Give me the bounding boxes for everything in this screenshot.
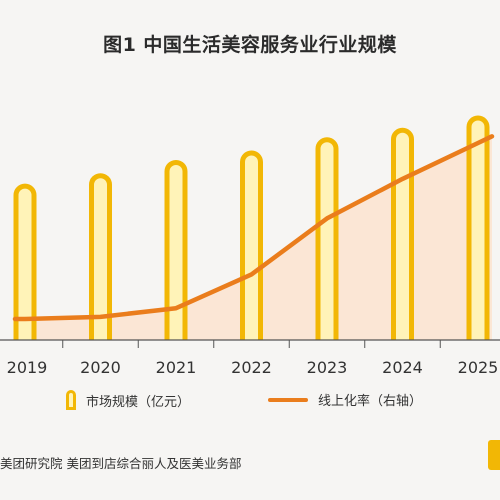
online-rate-area (15, 136, 492, 340)
bar-market-size-2025 (466, 115, 490, 340)
legend-item-market-size: 市场规模（亿元） (66, 390, 190, 410)
x-tick-label-2023: 2023 (307, 358, 348, 377)
legend-label-online-rate: 线上化率（右轴） (318, 394, 423, 409)
bar-market-size-2020 (89, 173, 112, 340)
bar-market-size-2021 (164, 159, 188, 340)
x-tick-label-2019: 2019 (7, 358, 48, 377)
source-note: 美团研究院 美团到店综合丽人及医美业务部 (0, 456, 242, 471)
x-tick-label-2020: 2020 (80, 358, 121, 377)
bar-swatch-icon (66, 390, 76, 410)
bar-market-size-2023 (315, 137, 339, 340)
legend-item-online-rate: 线上化率（右轴） (268, 390, 422, 409)
x-tick-label-2025: 2025 (458, 358, 499, 377)
x-tick-label-2021: 2021 (156, 358, 197, 377)
legend-label-market-size: 市场规模（亿元） (86, 394, 191, 410)
bar-market-size-2022 (240, 150, 263, 340)
legend: 市场规模（亿元） 线上化率（右轴） (0, 390, 500, 420)
bar-market-size-2024 (391, 127, 414, 340)
online-rate-line (12, 134, 495, 322)
line-swatch-icon (268, 397, 308, 402)
bar-market-size-2019 (13, 183, 37, 340)
chart-title: 图1 中国生活美容服务业行业规模 (103, 34, 397, 56)
x-tick-label-2022: 2022 (231, 358, 272, 377)
logo-badge (488, 440, 500, 470)
x-tick-label-2024: 2024 (382, 358, 423, 377)
